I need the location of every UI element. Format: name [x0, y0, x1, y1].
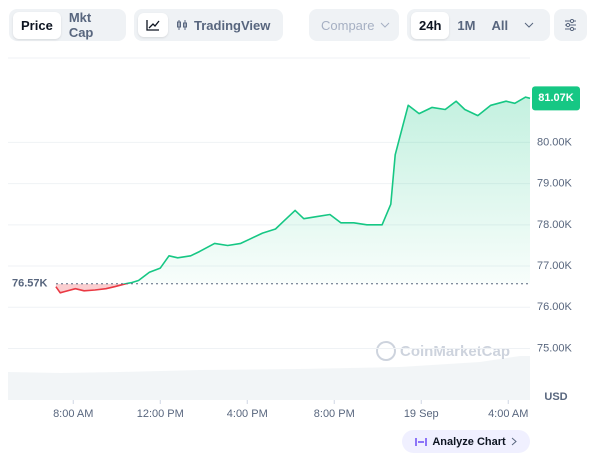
- type-toggle: Price Mkt Cap: [9, 9, 126, 41]
- y-tick-label: 80.00K: [537, 136, 573, 148]
- compare-text: Compare: [321, 17, 375, 33]
- chevron: [524, 22, 534, 28]
- range-1m[interactable]: 1M: [457, 17, 476, 33]
- watermark-text: CoinMarketCap: [400, 343, 510, 360]
- y-tick-label: 79.00K: [537, 178, 573, 190]
- line-icon: [146, 20, 160, 31]
- volume-area: [8, 356, 530, 400]
- reference-label: 76.57K: [12, 278, 48, 290]
- price-area: [55, 97, 531, 293]
- chart-style: TradingView: [134, 9, 283, 41]
- last-price-badge: [532, 86, 580, 111]
- range-all[interactable]: All: [491, 17, 509, 33]
- y-tick-label: 75.00K: [537, 342, 573, 354]
- y-tick-label: 77.00K: [537, 260, 573, 272]
- tradingview-label: TradingView: [194, 17, 271, 33]
- chevron: [381, 22, 390, 28]
- watermark: CoinMarketCap: [376, 341, 510, 361]
- chevron: [511, 437, 517, 446]
- analyze-icon: [415, 437, 428, 446]
- y-unit: USD: [544, 391, 567, 403]
- y-tick-label: 76.00K: [537, 301, 573, 313]
- candle-icon: [177, 20, 187, 30]
- watermark-icon: [376, 341, 396, 361]
- mkt-cap-button[interactable]: Mkt Cap: [68, 10, 94, 40]
- x-tick-label: 4:00 AM: [488, 408, 528, 420]
- x-tick-label: 12:00 PM: [137, 408, 184, 420]
- compare-select[interactable]: Compare: [309, 9, 399, 41]
- tradingview-button[interactable]: TradingView: [168, 12, 278, 39]
- x-tick-label: 4:00 PM: [227, 408, 268, 420]
- x-tick-label: 8:00 PM: [314, 408, 355, 420]
- last-price-label: 81.07K: [538, 92, 574, 104]
- x-tick-label: 8:00 AM: [53, 408, 93, 420]
- analyze-label: Analyze Chart: [432, 435, 506, 448]
- settings-button[interactable]: [554, 9, 587, 41]
- compare-label: Compare: [313, 12, 398, 39]
- price-button[interactable]: Price: [13, 11, 61, 39]
- line-button[interactable]: [138, 13, 168, 37]
- analyze-chart-button[interactable]: Analyze Chart: [402, 430, 530, 453]
- range-toggle: 24h 1M All: [407, 9, 550, 41]
- x-tick-label: 19 Sep: [404, 408, 439, 420]
- y-tick-label: 78.00K: [537, 219, 573, 231]
- range-more[interactable]: [516, 16, 542, 34]
- range-24h[interactable]: 24h: [411, 11, 450, 39]
- price-line: [55, 96, 531, 294]
- settings-icon: [565, 19, 576, 31]
